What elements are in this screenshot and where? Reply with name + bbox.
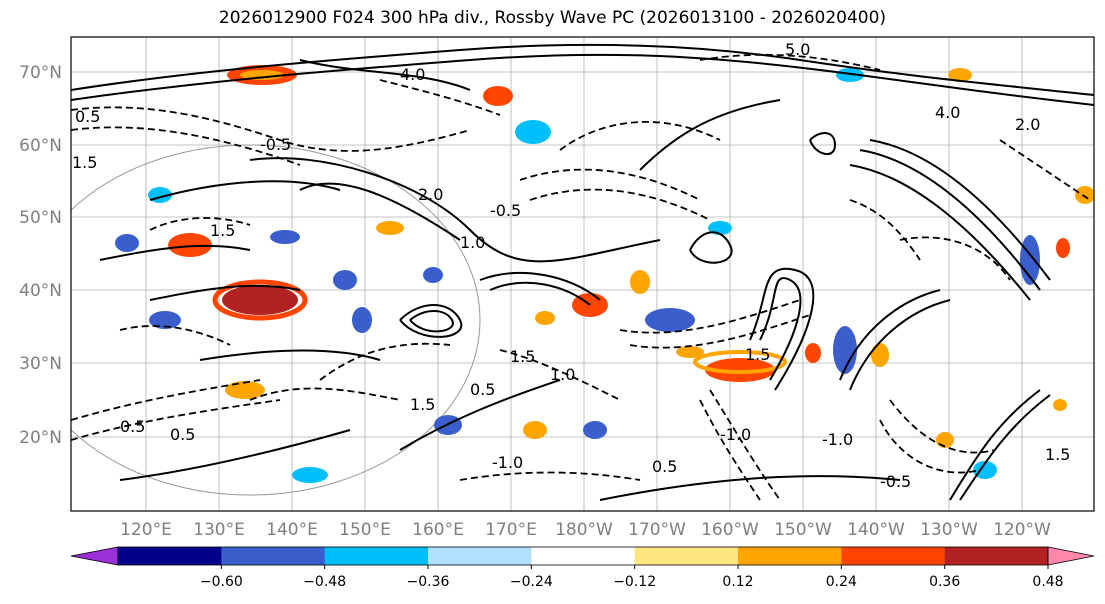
colorbar-tick-label: 0.36	[929, 574, 960, 590]
map-content: 0.5 -0.5 1.5 1.0 2.0 -1.0 0.5 1.5 1.0 -1…	[71, 37, 1094, 511]
colorbar-frame	[117, 546, 1049, 566]
lon-label: 160°W	[701, 520, 759, 540]
coastline	[71, 144, 481, 496]
lat-label: 30°N	[19, 354, 62, 374]
contour-label: -1.0	[720, 425, 751, 444]
contour-labels: 0.5 -0.5 1.5 1.0 2.0 -1.0 0.5 1.5 1.0 -1…	[72, 40, 1070, 491]
colorbar-segment	[324, 547, 429, 565]
contour-label: 0.5	[120, 417, 145, 436]
contour-label: -0.5	[260, 135, 291, 154]
lon-axis: 120°E 130°E 140°E 150°E 160°E 170°E 180°…	[120, 520, 1051, 540]
lat-label: 70°N	[19, 63, 62, 83]
colorbar-segment	[841, 547, 946, 565]
contour-label: 1.5	[72, 153, 97, 172]
contour-label: 5.0	[785, 40, 810, 59]
lon-label: 170°E	[485, 520, 537, 540]
contour-label: 0.5	[652, 457, 677, 476]
contours-positive	[71, 43, 1094, 501]
contour-label: 1.5	[210, 221, 235, 240]
contours-negative	[71, 53, 1091, 501]
contour-label: -0.5	[880, 472, 911, 491]
contour-label: -1.0	[822, 430, 853, 449]
lon-label: 120°E	[120, 520, 172, 540]
colorbar-tick-label: −0.12	[613, 574, 656, 590]
contour-label: 0.5	[470, 380, 495, 399]
contour-label: 1.0	[550, 365, 575, 384]
colorbar-segment	[428, 547, 532, 565]
lat-label: 60°N	[19, 136, 62, 156]
colorbar: −0.60 −0.48 −0.36 −0.24 −0.12 0.12 0.24 0.36 0.4…	[70, 546, 1095, 590]
contour-label: 4.0	[400, 65, 425, 84]
colorbar-tick-label: −0.48	[303, 574, 346, 590]
colorbar-tick-label: 0.48	[1032, 574, 1063, 590]
contour-label: 0.5	[170, 425, 195, 444]
contour-label: 1.0	[460, 233, 485, 252]
contour-label: 0.5	[75, 107, 100, 126]
plot-area	[71, 37, 1094, 511]
lat-axis: 70°N 60°N 50°N 40°N 30°N 20°N	[19, 63, 62, 448]
colorbar-tick-label: 0.12	[722, 574, 753, 590]
lon-label: 120°W	[993, 520, 1051, 540]
lon-label: 130°E	[193, 520, 245, 540]
colorbar-tick-label: −0.36	[407, 574, 450, 590]
lon-label: 170°W	[628, 520, 686, 540]
lon-label: 150°E	[339, 520, 391, 540]
colorbar-extend-low	[70, 546, 119, 566]
lat-label: 40°N	[19, 281, 62, 301]
lon-label: 160°E	[412, 520, 464, 540]
lat-label: 50°N	[19, 208, 62, 228]
lon-label: 130°W	[920, 520, 978, 540]
colorbar-tick-label: −0.24	[510, 574, 553, 590]
lat-label: 20°N	[19, 428, 62, 448]
colorbar-segment	[221, 547, 326, 565]
contour-label: 1.5	[745, 345, 770, 364]
contour-label: 1.5	[510, 347, 535, 366]
plot-frame	[70, 36, 1095, 512]
colorbar-extend-high	[1047, 546, 1095, 566]
contour-label: -1.0	[492, 453, 523, 472]
divergence-shading	[115, 65, 1094, 483]
map-title: 2026012900 F024 300 hPa div., Rossby Wav…	[218, 8, 887, 28]
contour-label: -0.5	[490, 201, 521, 220]
contour-label: 4.0	[935, 103, 960, 122]
colorbar-tick-label: 0.24	[826, 574, 857, 590]
colorbar-segment	[634, 547, 739, 565]
contour-label: 1.5	[410, 395, 435, 414]
colorbar-segment	[531, 547, 636, 565]
colorbar-tick-label: −0.60	[200, 574, 243, 590]
lon-label: 180°W	[555, 520, 613, 540]
colorbar-segment	[738, 547, 842, 565]
lon-label: 140°E	[266, 520, 318, 540]
lon-label: 150°W	[774, 520, 832, 540]
contour-label: 2.0	[418, 185, 443, 204]
lon-label: 140°W	[847, 520, 905, 540]
colorbar-segment	[118, 547, 222, 565]
contour-label: 2.0	[1015, 115, 1040, 134]
colorbar-segment	[944, 547, 1049, 565]
contour-label: 1.5	[1045, 445, 1070, 464]
